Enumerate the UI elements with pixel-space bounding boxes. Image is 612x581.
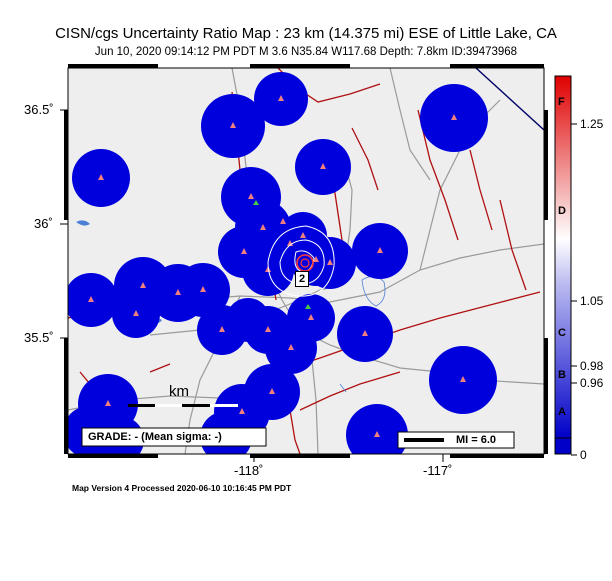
colorbar-letter: C (558, 327, 566, 339)
state-line (475, 68, 544, 131)
colorbar-value: 1.05 (580, 294, 604, 308)
colorbar-letter: D (558, 205, 566, 217)
map-area (68, 68, 544, 454)
colorbar-value: 0.96 (580, 376, 604, 390)
colorbar-value: 0 (580, 448, 587, 462)
lat-tick-label: 36˚ (34, 216, 53, 231)
mi-box (397, 431, 515, 449)
lat-tick-label: 35.5˚ (24, 330, 54, 345)
grade-label: GRADE: - (Mean sigma: -) (88, 431, 222, 443)
lat-tick-label: 36.5˚ (24, 102, 54, 117)
map-subtitle: Jun 10, 2020 09:14:12 PM PDT M 3.6 N35.8… (94, 46, 518, 58)
frame-ticks (64, 64, 548, 458)
colorbar-ticks (571, 123, 577, 456)
colorbar-letter: F (558, 96, 565, 108)
mi-label: MI = 6.0 (456, 434, 497, 446)
axis-ticks (60, 109, 444, 462)
map-title: CISN/cgs Uncertainty Ratio Map : 23 km (… (55, 25, 557, 42)
colorbar-zero (554, 437, 572, 455)
colorbar-ramp (554, 75, 572, 439)
grade-box (81, 427, 267, 447)
colorbar-letter: B (558, 369, 566, 381)
scale-label: km (169, 383, 189, 400)
lon-tick-label: -117˚ (423, 463, 453, 478)
mi-line (404, 438, 444, 442)
colorbar-letter: A (558, 406, 566, 418)
colorbar-value: 1.25 (580, 117, 604, 131)
colorbar-value: 0.98 (580, 359, 604, 373)
epicenter-label: 2 (295, 271, 309, 287)
lon-tick-label: -118˚ (234, 463, 264, 478)
scale-bar (128, 404, 238, 407)
green-stations (253, 200, 311, 309)
map-footer: Map Version 4 Processed 2020-06-10 10:16… (72, 483, 292, 493)
